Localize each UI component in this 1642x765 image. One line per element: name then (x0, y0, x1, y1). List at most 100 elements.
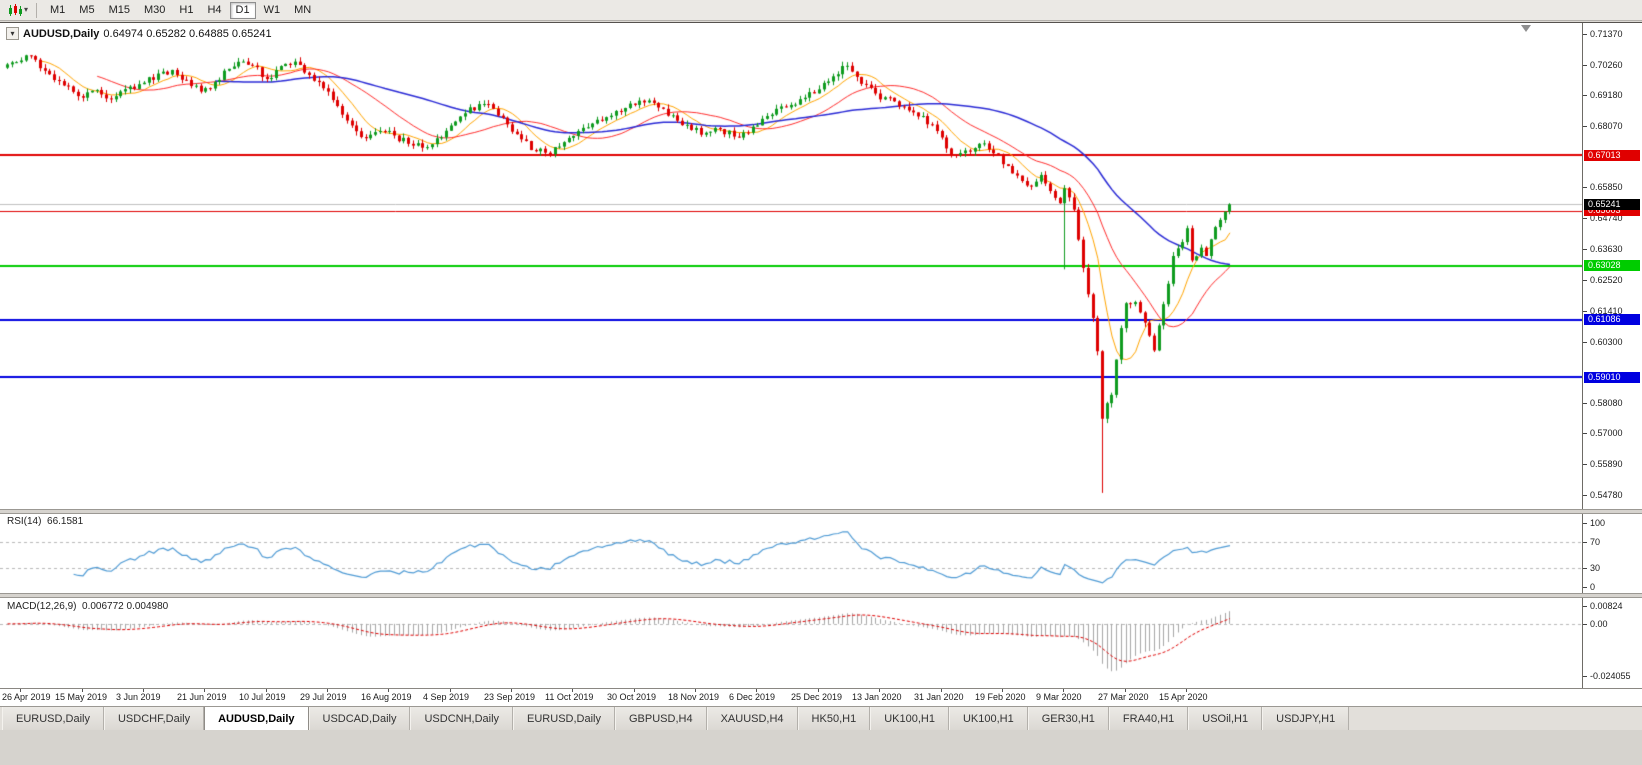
rsi-scale-label: 0 (1590, 582, 1596, 592)
price-tick-mark (1583, 95, 1587, 96)
time-tick-label: 6 Dec 2019 (729, 692, 776, 702)
price-tick-mark (1583, 587, 1587, 588)
rsi-panel-splitter[interactable] (0, 509, 1642, 514)
price-tick-mark (1583, 65, 1587, 66)
price-tick-label: 0.63630 (1590, 244, 1623, 254)
time-tick-mark (1186, 689, 1187, 692)
timeframe-toolbar: ▾ M1 M5 M15 M30 H1 H4 D1 W1 MN (0, 0, 1642, 21)
macd-panel-splitter[interactable] (0, 593, 1642, 598)
status-strip (0, 730, 1642, 765)
time-tick-label: 13 Jan 2020 (852, 692, 902, 702)
time-tick-mark (388, 689, 389, 692)
time-axis-border (0, 688, 1642, 689)
chart-tab-usdchf-daily[interactable]: USDCHF,Daily (103, 707, 205, 730)
price-tick-mark (1583, 606, 1587, 607)
price-tick-mark (1583, 523, 1587, 524)
chart-tab-usdjpy-h1[interactable]: USDJPY,H1 (1262, 707, 1350, 730)
chart-tab-usdcad-daily[interactable]: USDCAD,Daily (308, 707, 411, 730)
price-tick-mark (1583, 433, 1587, 434)
time-tick-mark (450, 689, 451, 692)
time-tick-label: 25 Dec 2019 (791, 692, 843, 702)
price-level-badge: 0.65003 (1584, 205, 1640, 216)
timeframe-button-d1[interactable]: D1 (229, 1, 256, 19)
timeframe-button-h1[interactable]: H1 (173, 2, 199, 19)
time-axis[interactable]: 26 Apr 2019 15 May 2019 3 Jun 2019 21 Jun 2… (0, 689, 1582, 707)
chart-tab-gbpusd-h4[interactable]: GBPUSD,H4 (615, 707, 707, 730)
macd-values: 0.006772 0.004980 (82, 601, 169, 612)
time-tick-label: 31 Jan 2020 (914, 692, 964, 702)
chart-tab-uk100-h1[interactable]: UK100,H1 (870, 707, 949, 730)
time-tick-mark (818, 689, 819, 692)
time-tick-label: 26 Apr 2019 (2, 692, 51, 702)
time-tick-label: 15 Apr 2020 (1159, 692, 1208, 702)
time-tick-label: 23 Sep 2019 (484, 692, 536, 702)
chart-tab-eurusd-daily[interactable]: EURUSD,Daily (2, 707, 104, 730)
chart-shift-marker[interactable] (1521, 25, 1531, 32)
chart-type-button[interactable]: ▾ (4, 1, 32, 19)
time-tick-label: 16 Aug 2019 (361, 692, 412, 702)
price-tick-mark (1583, 568, 1587, 569)
time-tick-label: 9 Mar 2020 (1036, 692, 1082, 702)
price-tick-mark (1583, 676, 1587, 677)
chart-tab-usdcnh-daily[interactable]: USDCNH,Daily (410, 707, 514, 730)
price-tick-label: 0.62520 (1590, 275, 1623, 285)
price-tick-mark (1583, 187, 1587, 188)
time-tick-mark (572, 689, 573, 692)
timeframe-button-m15[interactable]: M15 (103, 2, 136, 19)
chart-ohlc-quote: 0.64974 0.65282 0.64885 0.65241 (103, 27, 272, 40)
price-tick-mark (1583, 34, 1587, 35)
current-price-badge: 0.65241 (1584, 199, 1640, 210)
time-tick-mark (143, 689, 144, 692)
time-tick-mark (634, 689, 635, 692)
time-tick-mark (941, 689, 942, 692)
price-tick-label: 0.54780 (1590, 490, 1623, 500)
time-tick-label: 18 Nov 2019 (668, 692, 720, 702)
timeframe-button-m5[interactable]: M5 (73, 2, 100, 19)
rsi-scale-label: 30 (1590, 563, 1601, 573)
price-level-badge: 0.63028 (1584, 260, 1640, 271)
chart-tab-uk100-h1[interactable]: UK100,H1 (948, 707, 1028, 730)
price-chart-canvas[interactable] (0, 23, 1582, 707)
time-tick-label: 3 Jun 2019 (116, 692, 161, 702)
time-tick-mark (511, 689, 512, 692)
chart-symbol-label: AUDUSD,Daily (23, 27, 100, 40)
time-tick-label: 15 May 2019 (55, 692, 108, 702)
time-tick-mark (266, 689, 267, 692)
price-tick-mark (1583, 495, 1587, 496)
price-level-badge: 0.61086 (1584, 314, 1640, 325)
timeframe-button-h4[interactable]: H4 (201, 2, 227, 19)
time-tick-mark (879, 689, 880, 692)
timeframe-button-m1[interactable]: M1 (44, 2, 71, 19)
chart-tab-audusd-daily[interactable]: AUDUSD,Daily (204, 707, 309, 730)
price-axis[interactable]: 0.71370 0.70260 0.69180 0.68070 0.65850 0.647… (1582, 23, 1642, 688)
chart-tab-bar: EURUSD,Daily USDCHF,Daily AUDUSD,Daily USDC… (0, 706, 1642, 730)
timeframe-button-mn[interactable]: MN (288, 2, 317, 19)
price-tick-mark (1583, 342, 1587, 343)
chart-tab-usoil-h1[interactable]: USOil,H1 (1188, 707, 1263, 730)
price-tick-label: 0.57000 (1590, 428, 1623, 438)
time-tick-mark (756, 689, 757, 692)
chart-tab-fra40-h1[interactable]: FRA40,H1 (1108, 707, 1189, 730)
time-tick-mark (204, 689, 205, 692)
rsi-value: 66.1581 (47, 516, 84, 527)
time-tick-label: 30 Oct 2019 (607, 692, 657, 702)
chart-tab-xauusd-h4[interactable]: XAUUSD,H4 (706, 707, 798, 730)
timeframe-button-m30[interactable]: M30 (138, 2, 171, 19)
price-tick-mark (1583, 464, 1587, 465)
price-tick-mark (1583, 311, 1587, 312)
price-level-badge: 0.59010 (1584, 372, 1640, 383)
time-tick-mark (695, 689, 696, 692)
time-tick-label: 29 Jul 2019 (300, 692, 347, 702)
price-tick-label: 0.71370 (1590, 29, 1623, 39)
symbol-dropdown-icon[interactable]: ▾ (6, 27, 19, 40)
macd-name: MACD(12,26,9) (7, 601, 77, 612)
time-tick-mark (20, 689, 21, 692)
time-tick-mark (82, 689, 83, 692)
chart-tab-eurusd-daily[interactable]: EURUSD,Daily (513, 707, 615, 730)
timeframe-button-w1[interactable]: W1 (258, 2, 287, 19)
time-tick-mark (327, 689, 328, 692)
chart-area: ▾ AUDUSD,Daily 0.64974 0.65282 0.64885 0… (0, 22, 1642, 707)
chart-tab-ger30-h1[interactable]: GER30,H1 (1027, 707, 1109, 730)
chart-tab-hk50-h1[interactable]: HK50,H1 (797, 707, 871, 730)
time-tick-mark (1125, 689, 1126, 692)
